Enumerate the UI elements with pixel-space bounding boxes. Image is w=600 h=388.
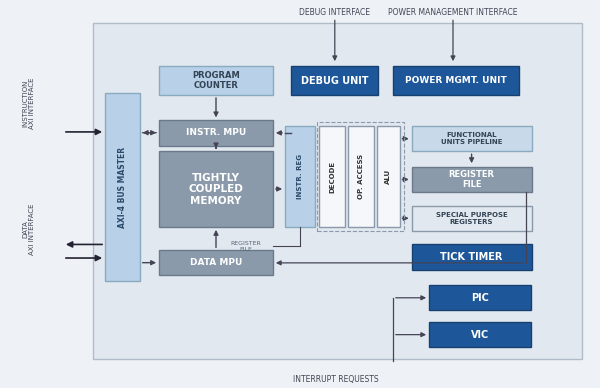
FancyBboxPatch shape — [319, 126, 345, 227]
Text: DATA MPU: DATA MPU — [190, 258, 242, 267]
Text: INSTR. MPU: INSTR. MPU — [186, 128, 246, 137]
Text: INTERRUPT REQUESTS: INTERRUPT REQUESTS — [293, 375, 379, 384]
Text: FUNCTIONAL
UNITS PIPELINE: FUNCTIONAL UNITS PIPELINE — [441, 132, 502, 145]
Text: TICK TIMER: TICK TIMER — [440, 252, 503, 262]
FancyBboxPatch shape — [393, 66, 519, 95]
Text: VIC: VIC — [471, 330, 489, 340]
Text: SPECIAL PURPOSE
REGISTERS: SPECIAL PURPOSE REGISTERS — [436, 212, 508, 225]
Text: AXI-4 BUS MASTER: AXI-4 BUS MASTER — [118, 147, 127, 228]
Text: TIGHTLY
COUPLED
MEMORY: TIGHTLY COUPLED MEMORY — [188, 173, 244, 206]
Text: POWER MGMT. UNIT: POWER MGMT. UNIT — [405, 76, 507, 85]
FancyBboxPatch shape — [159, 66, 273, 95]
Text: PROGRAM
COUNTER: PROGRAM COUNTER — [192, 71, 240, 90]
FancyBboxPatch shape — [159, 120, 273, 146]
Text: ALU: ALU — [385, 169, 391, 184]
FancyBboxPatch shape — [93, 23, 582, 359]
Text: REGISTER
FILE: REGISTER FILE — [449, 170, 494, 189]
Text: DATA
AXI INTERFACE: DATA AXI INTERFACE — [22, 203, 35, 255]
FancyBboxPatch shape — [159, 151, 273, 227]
Text: PIC: PIC — [471, 293, 489, 303]
FancyBboxPatch shape — [348, 126, 374, 227]
Text: DEBUG INTERFACE: DEBUG INTERFACE — [299, 8, 370, 17]
FancyBboxPatch shape — [412, 244, 532, 270]
Text: DEBUG UNIT: DEBUG UNIT — [301, 76, 368, 85]
FancyBboxPatch shape — [291, 66, 378, 95]
FancyBboxPatch shape — [377, 126, 400, 227]
FancyBboxPatch shape — [159, 250, 273, 275]
FancyBboxPatch shape — [285, 126, 315, 227]
Text: INSTR. REG: INSTR. REG — [297, 154, 303, 199]
FancyBboxPatch shape — [429, 322, 531, 347]
FancyBboxPatch shape — [105, 93, 140, 281]
Text: OP. ACCESS: OP. ACCESS — [358, 154, 364, 199]
Text: POWER MANAGEMENT INTERFACE: POWER MANAGEMENT INTERFACE — [388, 8, 518, 17]
FancyBboxPatch shape — [412, 206, 532, 231]
Text: DECODE: DECODE — [329, 161, 335, 192]
FancyBboxPatch shape — [429, 285, 531, 310]
FancyBboxPatch shape — [412, 167, 532, 192]
Text: INSTRUCTION
AXI INTERFACE: INSTRUCTION AXI INTERFACE — [22, 77, 35, 128]
FancyBboxPatch shape — [412, 126, 532, 151]
Text: REGISTER
FILE: REGISTER FILE — [230, 241, 262, 252]
